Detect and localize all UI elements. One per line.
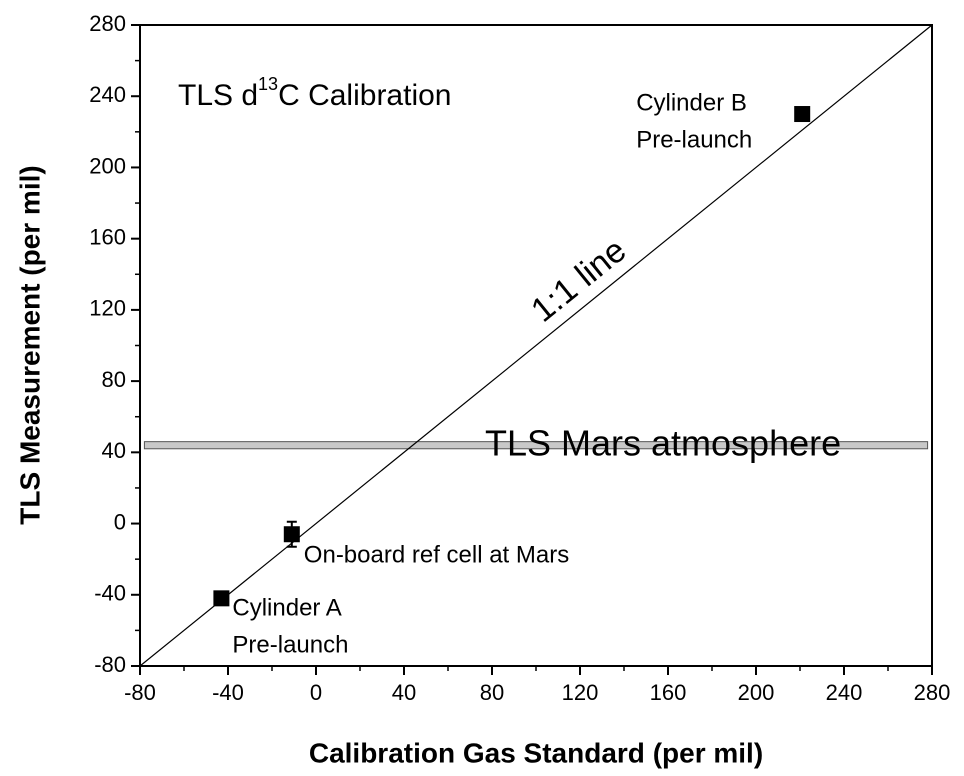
- y-tick-label: 40: [102, 438, 126, 463]
- point-label: Pre-launch: [636, 126, 752, 153]
- point-label: Cylinder B: [636, 89, 747, 116]
- x-tick-label: 160: [650, 680, 687, 705]
- annotation-superscript: 13: [258, 74, 278, 94]
- point: [213, 590, 230, 607]
- y-tick-label: -40: [94, 581, 126, 606]
- x-tick-label: 40: [392, 680, 416, 705]
- y-tick-label: 80: [102, 367, 126, 392]
- point-label: Pre-launch: [232, 632, 348, 659]
- y-tick-label: 120: [89, 296, 126, 321]
- band-label: TLS Mars atmosphere: [485, 423, 841, 464]
- annotation-part: TLS d: [178, 79, 258, 112]
- y-tick-label: 200: [89, 153, 126, 178]
- x-tick-label: 200: [738, 680, 775, 705]
- band: [143, 441, 929, 450]
- point-label: Cylinder A: [232, 595, 341, 622]
- y-tick-label: 0: [114, 509, 126, 534]
- x-axis-label: Calibration Gas Standard (per mil): [309, 737, 763, 768]
- y-axis-label: TLS Measurement (per mil): [14, 165, 45, 524]
- x-tick-label: 0: [310, 680, 322, 705]
- x-tick-label: -80: [124, 680, 156, 705]
- x-tick-label: 80: [480, 680, 504, 705]
- point: [794, 106, 811, 123]
- x-tick-label: 240: [826, 680, 863, 705]
- x-tick-label: -40: [212, 680, 244, 705]
- y-tick-label: 160: [89, 224, 126, 249]
- point-label: On-board ref cell at Mars: [304, 542, 569, 569]
- point: [283, 526, 300, 543]
- y-tick-label: 280: [89, 11, 126, 36]
- x-tick-label: 120: [562, 680, 599, 705]
- chart-annotation: TLS d13C Calibration: [178, 74, 452, 112]
- reference-line: [139, 24, 933, 667]
- y-tick-label: -80: [94, 652, 126, 677]
- x-tick-label: 280: [914, 680, 951, 705]
- annotation-part: C Calibration: [278, 79, 451, 112]
- y-tick-label: 240: [89, 82, 126, 107]
